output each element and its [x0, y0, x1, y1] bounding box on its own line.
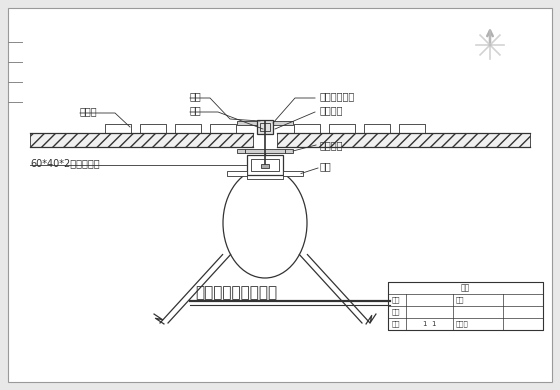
Text: 1  1: 1 1 [423, 321, 436, 327]
Text: 注册: 注册 [456, 297, 464, 303]
Text: 支托: 支托 [320, 161, 332, 171]
Bar [237, 121, 293, 125]
Bar [277, 133, 530, 147]
Bar [245, 149, 285, 153]
Bar [257, 120, 273, 134]
Bar [247, 155, 283, 175]
Text: 铆钉: 铆钉 [190, 105, 202, 115]
Bar [227, 171, 247, 176]
Bar [285, 149, 293, 153]
Text: 彩钢板顺坡连接节点: 彩钢板顺坡连接节点 [195, 285, 277, 301]
Bar [237, 149, 245, 153]
Bar [261, 164, 269, 168]
Text: 审核: 审核 [392, 321, 400, 327]
Bar [388, 282, 543, 330]
Text: 图纸比: 图纸比 [456, 321, 469, 327]
Text: 图纸: 图纸 [461, 284, 470, 292]
Text: 自攻自钻螺钉: 自攻自钻螺钉 [320, 91, 355, 101]
Text: 彩钢板: 彩钢板 [80, 106, 97, 116]
Text: 密封硅胶: 密封硅胶 [320, 105, 343, 115]
Bar [30, 133, 253, 147]
Text: 60*40*2矩形镀锌管: 60*40*2矩形镀锌管 [30, 158, 100, 168]
Bar [260, 123, 270, 131]
Bar [388, 282, 543, 294]
Text: 内衬钢板: 内衬钢板 [320, 140, 343, 150]
Bar [251, 159, 279, 171]
Text: 校对: 校对 [392, 309, 400, 315]
Text: 设计: 设计 [392, 297, 400, 303]
Text: 钢板: 钢板 [190, 91, 202, 101]
Bar [283, 171, 303, 176]
